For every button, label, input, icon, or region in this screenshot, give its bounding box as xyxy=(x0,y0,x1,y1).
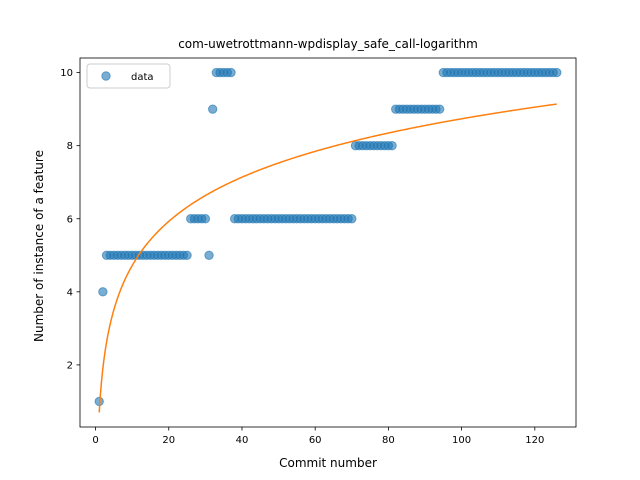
plot-area xyxy=(79,57,577,428)
legend-label: data xyxy=(131,72,154,83)
y-tick-label: 4 xyxy=(67,287,73,298)
y-axis: 2 4 6 8 10 xyxy=(60,68,80,371)
x-tick-label: 120 xyxy=(525,435,544,446)
data-points xyxy=(94,67,562,407)
x-tick-label: 40 xyxy=(236,435,249,446)
x-tick-label: 80 xyxy=(382,435,395,446)
y-tick-label: 8 xyxy=(67,141,73,152)
plot-frame xyxy=(79,57,577,428)
data-point xyxy=(98,287,108,297)
data-point xyxy=(434,104,445,114)
x-tick-label: 0 xyxy=(92,435,98,446)
x-tick-label: 60 xyxy=(309,435,322,446)
fit-line xyxy=(98,103,557,413)
chart-title: com-uwetrottmann-wpdisplay_safe_call-log… xyxy=(178,37,478,51)
x-axis: 0 20 40 60 80 100 120 xyxy=(92,427,544,446)
legend-box xyxy=(86,63,171,89)
data-point xyxy=(207,104,218,114)
y-tick-label: 10 xyxy=(60,68,73,79)
y-axis-label: Number of instance of a feature xyxy=(32,150,46,342)
data-point xyxy=(200,214,211,224)
x-tick-label: 100 xyxy=(452,435,471,446)
x-axis-label: Commit number xyxy=(279,456,377,470)
data-point xyxy=(347,214,357,224)
data-point xyxy=(226,67,236,78)
data-point xyxy=(387,140,397,151)
data-point xyxy=(204,250,214,260)
data-point xyxy=(552,67,562,78)
x-tick-label: 20 xyxy=(162,435,175,446)
y-tick-label: 6 xyxy=(67,214,73,225)
legend-marker xyxy=(101,71,111,81)
legend: data xyxy=(86,63,171,89)
y-tick-label: 2 xyxy=(67,360,73,371)
data-point xyxy=(182,250,192,260)
